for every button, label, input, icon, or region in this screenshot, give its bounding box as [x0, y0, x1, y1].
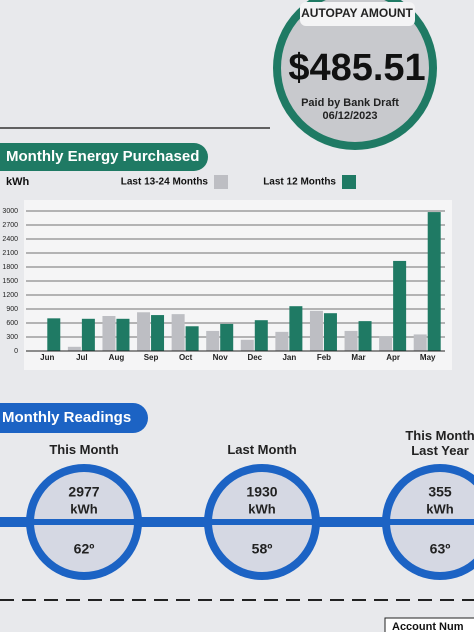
- bar: [116, 318, 130, 351]
- account-label: Account Num: [392, 621, 464, 632]
- reading-unit: kWh: [248, 501, 276, 516]
- bar: [102, 316, 116, 351]
- bar: [275, 331, 289, 351]
- section-banner: [0, 143, 208, 171]
- y-tick-label: 2100: [2, 250, 18, 257]
- bar: [344, 330, 358, 351]
- y-tick-label: 1200: [2, 292, 18, 299]
- autopay-label-box: [300, 2, 415, 26]
- y-tick-label: 900: [6, 306, 18, 313]
- x-tick-label: Dec: [247, 353, 262, 362]
- reading-label: This Month Last Year: [405, 428, 474, 458]
- bar: [81, 318, 95, 351]
- bar: [137, 312, 151, 351]
- bar: [185, 326, 199, 351]
- payment-method: Paid by Bank Draft: [301, 97, 399, 109]
- account-box: [384, 617, 474, 632]
- y-axis-label: kWh: [6, 176, 30, 188]
- y-tick-label: 1500: [2, 278, 18, 285]
- bar: [67, 346, 81, 351]
- reading-temperature: 62º: [74, 541, 95, 557]
- bar: [393, 260, 407, 351]
- chart: 0 300 600 900 1200 1500 1800 2100 2400 2700 3000 La…: [2, 175, 445, 362]
- bar: [413, 334, 427, 351]
- x-tick-label: May: [420, 353, 436, 362]
- reading-usage: 355: [428, 484, 452, 500]
- autopay-amount: $485.51: [288, 47, 425, 89]
- bar: [358, 321, 372, 351]
- bar: [309, 310, 323, 351]
- reading-usage: 2977: [68, 484, 99, 500]
- bar: [171, 314, 185, 351]
- reading-label: Last Month: [227, 442, 297, 457]
- chart-title: Monthly Energy Purchased: [6, 148, 199, 165]
- x-tick-label: Sep: [144, 353, 159, 362]
- bar: [289, 306, 303, 351]
- reading-temperature: 58º: [252, 541, 273, 557]
- bar: [254, 320, 268, 351]
- x-tick-label: Jan: [282, 353, 296, 362]
- legend-label: Last 12 Months: [263, 177, 336, 188]
- x-tick-label: Oct: [179, 353, 193, 362]
- legend-swatch: [214, 175, 228, 189]
- bar: [323, 313, 337, 351]
- y-tick-label: 300: [6, 334, 18, 341]
- x-tick-label: Jul: [76, 353, 88, 362]
- x-tick-label: Aug: [109, 353, 125, 362]
- readings-banner: [0, 403, 148, 433]
- reading-temperature: 63º: [430, 541, 451, 557]
- reading-unit: kWh: [426, 501, 454, 516]
- autopay-label: AUTOPAY AMOUNT: [301, 6, 413, 20]
- x-tick-label: Feb: [317, 353, 331, 362]
- reading-label: This Month: [49, 442, 119, 457]
- bar: [379, 336, 393, 351]
- reading-usage: 1930: [246, 484, 277, 500]
- y-tick-label: 1800: [2, 264, 18, 271]
- payment-date: 06/12/2023: [322, 110, 377, 122]
- legend-label: Last 13-24 Months: [121, 177, 209, 188]
- x-tick-label: Apr: [386, 353, 400, 362]
- x-tick-label: Nov: [213, 353, 229, 362]
- bar: [220, 323, 234, 351]
- x-tick-label: Mar: [351, 353, 365, 362]
- bar: [47, 318, 61, 351]
- reading-unit: kWh: [70, 501, 98, 516]
- y-tick-label: 2400: [2, 236, 18, 243]
- y-tick-label: 0: [14, 348, 18, 355]
- bar: [206, 330, 220, 351]
- y-tick-label: 600: [6, 320, 18, 327]
- readings-title: Monthly Readings: [2, 409, 131, 426]
- autopay-circle: [273, 0, 437, 150]
- y-tick-label: 2700: [2, 222, 18, 229]
- y-tick-label: 3000: [2, 208, 18, 215]
- legend-swatch: [342, 175, 356, 189]
- bar: [427, 212, 441, 351]
- bar: [240, 339, 254, 351]
- x-tick-label: Jun: [40, 353, 54, 362]
- bar: [151, 315, 165, 351]
